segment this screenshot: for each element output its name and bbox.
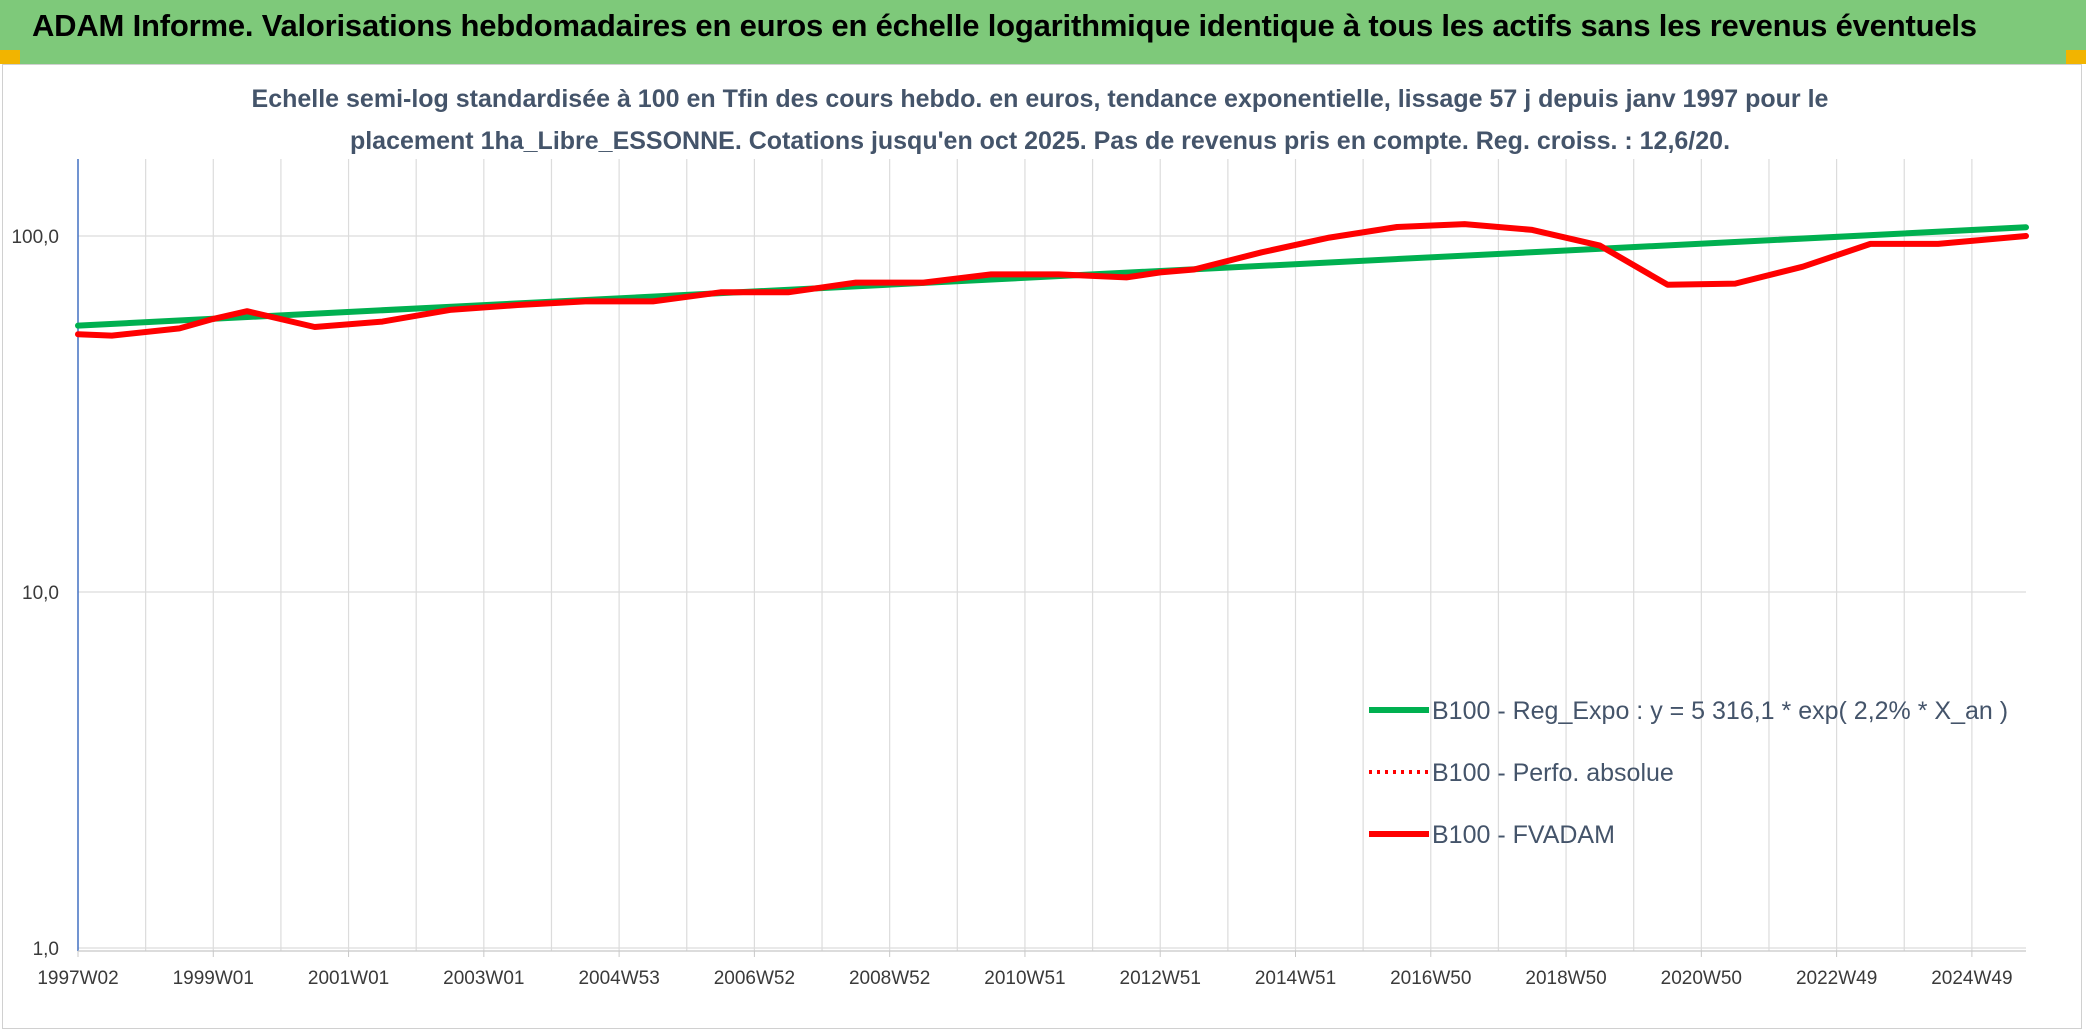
x-tick-label: 2004W53: [578, 968, 659, 989]
report-header: ADAM Informe. Valorisations hebdomadaire…: [0, 0, 2086, 64]
series-line-3: [75, 221, 2029, 339]
x-tick-label: 2024W49: [1931, 968, 2012, 989]
x-tick-label: 2022W49: [1796, 968, 1877, 989]
x-tick-label: 1997W02: [37, 968, 118, 989]
x-tick-label: 2001W01: [308, 968, 389, 989]
x-tick-label: 2020W50: [1661, 968, 1742, 989]
x-tick-label: 2018W50: [1525, 968, 1606, 989]
x-tick-label: 2010W51: [984, 968, 1065, 989]
y-tick-label: 1,0: [33, 939, 59, 960]
x-tick-label: 2014W51: [1255, 968, 1336, 989]
x-tick-label: 2003W01: [443, 968, 524, 989]
x-tick-label: 2012W51: [1120, 968, 1201, 989]
y-tick-label: 10,0: [22, 583, 59, 604]
legend-label-3: B100 - FVADAM: [1432, 821, 1615, 849]
chart-subtitle-line-1: Echelle semi-log standardisée à 100 en T…: [252, 85, 1829, 113]
legend: B100 - Reg_Expo : y = 5 316,1 * exp( 2,2…: [1369, 697, 2008, 849]
corner-marker-right: [2066, 50, 2086, 64]
corner-marker-left: [0, 50, 20, 64]
chart-subtitle-line-2: placement 1ha_Libre_ESSONNE. Cotations j…: [350, 127, 1730, 155]
x-tick-label: 2016W50: [1390, 968, 1471, 989]
legend-label-2: B100 - Perfo. absolue: [1432, 759, 1674, 787]
chart-area: Echelle semi-log standardisée à 100 en T…: [11, 85, 2029, 989]
chart-frame: [2, 64, 2082, 1029]
x-tick-label: 2008W52: [849, 968, 930, 989]
series-group: [75, 221, 2029, 339]
x-tick-label: 1999W01: [173, 968, 254, 989]
legend-label-1: B100 - Reg_Expo : y = 5 316,1 * exp( 2,2…: [1432, 697, 2008, 725]
x-tick-label: 2006W52: [714, 968, 795, 989]
axes: 1,0 10,0 100,0 1997W02 1999W01 2001W01 2003W01…: [11, 159, 2026, 989]
report-title: ADAM Informe. Valorisations hebdomadaire…: [32, 8, 1977, 43]
y-tick-label: 100,0: [11, 227, 59, 248]
